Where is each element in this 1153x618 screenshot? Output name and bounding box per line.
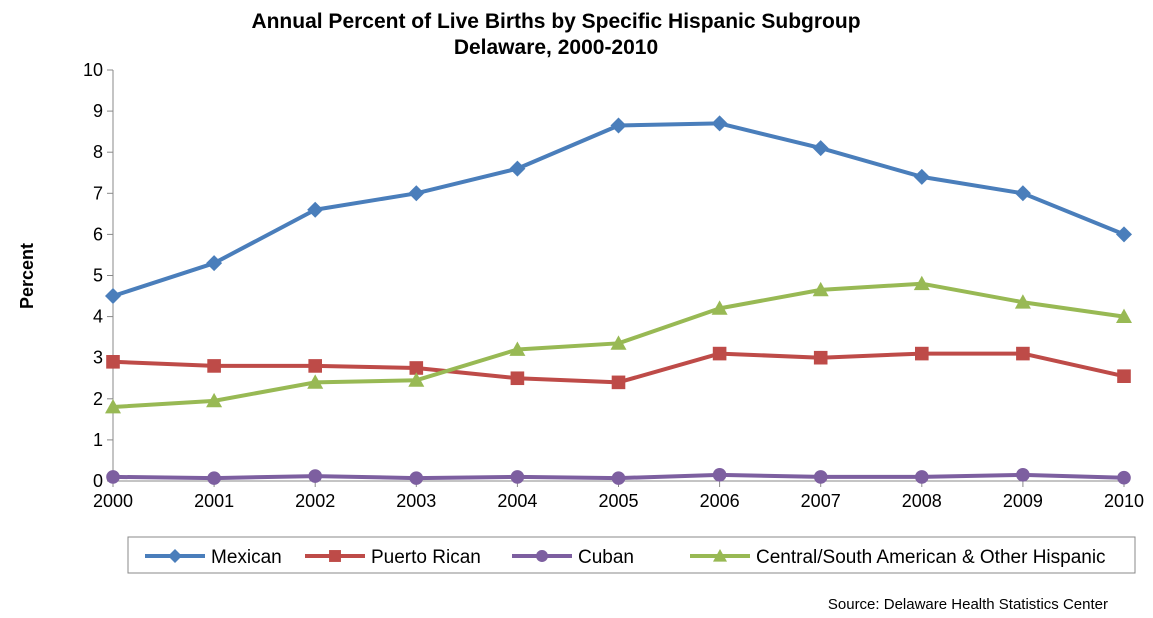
x-tick-labels: 2000 2001 2002 2003 2004 2005 2006 2007 2008 2009… bbox=[93, 491, 1144, 511]
point-central-south-american-other-hispanic-2006 bbox=[711, 300, 728, 315]
source-note: Source: Delaware Health Statistics Cente… bbox=[828, 596, 1108, 613]
x-tick-label-2008: 2008 bbox=[902, 491, 942, 511]
point-puerto-rican-2003 bbox=[409, 361, 424, 375]
point-mexican-2006 bbox=[711, 115, 728, 132]
legend-marker-mexican bbox=[168, 549, 182, 563]
point-mexican-2001 bbox=[206, 255, 223, 272]
series-cuban bbox=[106, 468, 1131, 485]
legend-label-central-south-american-other-hispanic: Central/South American & Other Hispanic bbox=[756, 547, 1106, 568]
plot-area bbox=[105, 115, 1132, 485]
legend-item-puerto-rican: Puerto Rican bbox=[305, 547, 481, 568]
series-line-mexican bbox=[112, 121, 1125, 298]
point-central-south-american-other-hispanic-2009 bbox=[1014, 294, 1031, 309]
x-tick-label-2006: 2006 bbox=[700, 491, 740, 511]
y-tick-labels: 0 1 2 3 4 5 6 7 8 9 10 bbox=[83, 60, 103, 491]
point-cuban-2001 bbox=[207, 471, 221, 485]
point-cuban-2007 bbox=[813, 470, 828, 484]
point-central-south-american-other-hispanic-2010 bbox=[1116, 308, 1132, 323]
point-cuban-2010 bbox=[1117, 470, 1131, 485]
point-puerto-rican-2002 bbox=[308, 359, 322, 373]
point-cuban-2009 bbox=[1016, 468, 1030, 482]
y-tick-label-8: 8 bbox=[93, 142, 103, 162]
point-mexican-2007 bbox=[812, 140, 829, 157]
point-puerto-rican-2005 bbox=[611, 375, 626, 390]
chart-title: Annual Percent of Live Births by Specifi… bbox=[251, 10, 860, 33]
y-tick-label-4: 4 bbox=[93, 307, 103, 327]
y-tick-label-10: 10 bbox=[83, 60, 103, 80]
point-mexican-2004 bbox=[509, 160, 526, 177]
point-central-south-american-other-hispanic-2007 bbox=[812, 281, 829, 297]
legend-label-mexican: Mexican bbox=[211, 547, 282, 568]
x-tick-label-2004: 2004 bbox=[497, 491, 537, 511]
point-mexican-2005 bbox=[610, 117, 627, 134]
point-mexican-2010 bbox=[1116, 226, 1132, 243]
y-tick-label-9: 9 bbox=[93, 101, 103, 121]
x-tick-label-2003: 2003 bbox=[396, 491, 436, 511]
legend: Mexican Puerto Rican Cuban Central/South Am… bbox=[127, 536, 1136, 574]
legend-box bbox=[127, 536, 1136, 574]
x-tick-label-2010: 2010 bbox=[1104, 491, 1144, 511]
y-tick-label-5: 5 bbox=[93, 266, 103, 286]
point-central-south-american-other-hispanic-2003 bbox=[408, 372, 425, 387]
legend-label-puerto-rican: Puerto Rican bbox=[371, 547, 481, 568]
point-cuban-2008 bbox=[915, 470, 929, 484]
chart-subtitle: Delaware, 2000-2010 bbox=[454, 36, 658, 59]
point-cuban-2000 bbox=[106, 470, 120, 484]
legend-marker-puerto-rican bbox=[329, 550, 341, 562]
x-tick-label-2002: 2002 bbox=[295, 491, 335, 511]
point-puerto-rican-2006 bbox=[712, 346, 727, 361]
x-tick-label-2009: 2009 bbox=[1003, 491, 1043, 511]
legend-items: Mexican Puerto Rican Cuban Central/South Am… bbox=[145, 547, 1106, 568]
point-puerto-rican-2000 bbox=[106, 355, 120, 369]
point-cuban-2006 bbox=[712, 468, 727, 482]
legend-item-cuban: Cuban bbox=[512, 547, 634, 568]
series-puerto-rican bbox=[106, 346, 1131, 390]
point-puerto-rican-2007 bbox=[813, 350, 828, 365]
point-cuban-2002 bbox=[308, 469, 323, 483]
point-central-south-american-other-hispanic-2004 bbox=[509, 341, 526, 356]
y-tick-label-6: 6 bbox=[93, 224, 103, 244]
x-tick-label-2001: 2001 bbox=[194, 491, 234, 511]
point-puerto-rican-2001 bbox=[207, 359, 221, 373]
x-tick-label-2000: 2000 bbox=[93, 491, 133, 511]
point-cuban-2003 bbox=[409, 471, 424, 485]
legend-marker-cuban bbox=[536, 550, 548, 562]
y-tick-label-3: 3 bbox=[93, 348, 103, 368]
point-mexican-2000 bbox=[105, 288, 121, 305]
point-central-south-american-other-hispanic-2008 bbox=[913, 275, 930, 291]
y-tick-label-2: 2 bbox=[93, 389, 103, 409]
y-tick-label-7: 7 bbox=[93, 183, 103, 203]
point-central-south-american-other-hispanic-2000 bbox=[105, 399, 121, 414]
legend-item-mexican: Mexican bbox=[145, 547, 282, 568]
point-mexican-2009 bbox=[1014, 185, 1031, 202]
point-mexican-2008 bbox=[913, 168, 930, 185]
point-central-south-american-other-hispanic-2005 bbox=[610, 335, 627, 350]
point-mexican-2003 bbox=[408, 185, 425, 202]
point-central-south-american-other-hispanic-2002 bbox=[307, 374, 324, 389]
legend-item-central-south-american-other-hispanic: Central/South American & Other Hispanic bbox=[690, 547, 1106, 568]
legend-marker-central-south-american-other-hispanic bbox=[713, 549, 727, 562]
axes bbox=[107, 69, 1125, 487]
legend-label-cuban: Cuban bbox=[578, 547, 634, 568]
series-mexican bbox=[105, 115, 1132, 305]
y-axis-label: Percent bbox=[17, 243, 37, 309]
point-puerto-rican-2009 bbox=[1016, 346, 1030, 361]
x-tick-label-2007: 2007 bbox=[801, 491, 841, 511]
point-puerto-rican-2010 bbox=[1117, 369, 1131, 383]
point-cuban-2004 bbox=[510, 470, 525, 484]
point-central-south-american-other-hispanic-2001 bbox=[206, 392, 223, 408]
x-tick-label-2005: 2005 bbox=[598, 491, 638, 511]
point-puerto-rican-2004 bbox=[510, 371, 525, 386]
y-tick-label-1: 1 bbox=[93, 430, 103, 450]
point-cuban-2005 bbox=[611, 471, 626, 485]
point-puerto-rican-2008 bbox=[915, 346, 929, 361]
y-tick-label-0: 0 bbox=[93, 471, 103, 491]
point-mexican-2002 bbox=[307, 201, 324, 218]
series-central-south-american-other-hispanic bbox=[105, 275, 1132, 414]
